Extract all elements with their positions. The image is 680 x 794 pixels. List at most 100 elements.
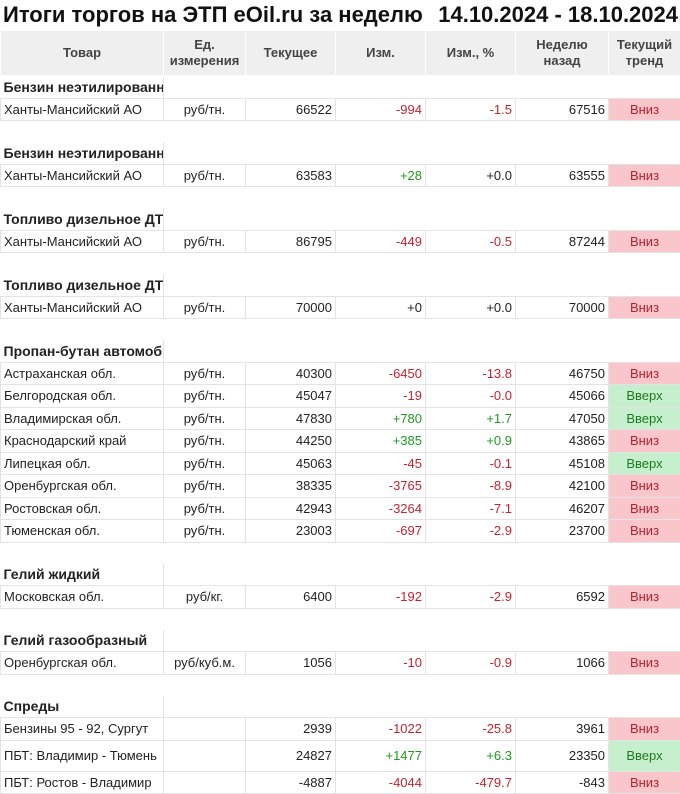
empty-cell (609, 696, 680, 718)
cell-current: -4887 (246, 771, 336, 794)
cell-current: 1056 (246, 652, 336, 675)
cell-change-pct: +1.7 (426, 407, 516, 430)
cell-unit: руб/тн. (164, 430, 246, 453)
spacer-cell (1, 121, 680, 143)
cell-product: Ханты-Мансийский АО (1, 164, 164, 187)
cell-week-ago: 45108 (516, 452, 609, 475)
cell-change: +1477 (336, 740, 426, 771)
cell-week-ago: 23700 (516, 520, 609, 543)
spacer-row (1, 608, 680, 630)
empty-cell (164, 274, 246, 296)
cell-trend: Вниз (609, 652, 680, 675)
report-title: Итоги торгов на ЭТП eOil.ru за неделю (3, 2, 423, 28)
cell-change: +28 (336, 164, 426, 187)
empty-cell (336, 76, 426, 99)
empty-cell (426, 696, 516, 718)
cell-trend: Вниз (609, 362, 680, 385)
section-header: Гелий жидкий (1, 564, 680, 586)
empty-cell (426, 274, 516, 296)
cell-product: ПБТ: Ростов - Владимир (1, 771, 164, 794)
cell-product: Краснодарский край (1, 430, 164, 453)
header-change-pct: Изм., % (426, 31, 516, 76)
cell-change: +0 (336, 296, 426, 319)
empty-cell (164, 340, 246, 362)
cell-product: Московская обл. (1, 586, 164, 609)
cell-product: Астраханская обл. (1, 362, 164, 385)
cell-trend: Вверх (609, 452, 680, 475)
section-title: Гелий газообразный (1, 630, 164, 652)
cell-week-ago: 45066 (516, 385, 609, 408)
cell-current: 6400 (246, 586, 336, 609)
spacer-row (1, 542, 680, 564)
cell-current: 86795 (246, 230, 336, 253)
cell-change-pct: -0.9 (426, 652, 516, 675)
cell-product: ПБТ: Владимир - Тюмень (1, 740, 164, 771)
cell-trend: Вверх (609, 385, 680, 408)
header-current: Текущее (246, 31, 336, 76)
empty-cell (609, 340, 680, 362)
cell-change-pct: -479.7 (426, 771, 516, 794)
cell-current: 66522 (246, 98, 336, 121)
empty-cell (164, 76, 246, 99)
empty-cell (164, 142, 246, 164)
cell-product: Белгородская обл. (1, 385, 164, 408)
empty-cell (516, 208, 609, 230)
empty-cell (246, 630, 336, 652)
cell-week-ago: 43865 (516, 430, 609, 453)
empty-cell (609, 142, 680, 164)
cell-change-pct: +0.9 (426, 430, 516, 453)
cell-change-pct: +0.0 (426, 164, 516, 187)
empty-cell (164, 630, 246, 652)
empty-cell (246, 76, 336, 99)
spacer-row (1, 121, 680, 143)
cell-change: -3264 (336, 497, 426, 520)
cell-week-ago: 47050 (516, 407, 609, 430)
cell-unit: руб/тн. (164, 497, 246, 520)
empty-cell (609, 208, 680, 230)
cell-unit (164, 718, 246, 741)
cell-unit: руб/тн. (164, 230, 246, 253)
cell-trend: Вниз (609, 520, 680, 543)
cell-change-pct: -2.9 (426, 520, 516, 543)
cell-week-ago: 3961 (516, 718, 609, 741)
section-header: Топливо дизельное ДТ-Л-К5 (1, 274, 680, 296)
cell-unit: руб/тн. (164, 452, 246, 475)
cell-product: Ростовская обл. (1, 497, 164, 520)
section-title: Гелий жидкий (1, 564, 164, 586)
empty-cell (426, 76, 516, 99)
cell-unit: руб/тн. (164, 296, 246, 319)
section-title: Бензин неэтилированный АИ-95-К5 (1, 76, 164, 99)
cell-week-ago: 46207 (516, 497, 609, 520)
section-header: Бензин неэтилированный АИ-95-К5 (1, 76, 680, 99)
cell-current: 70000 (246, 296, 336, 319)
empty-cell (609, 274, 680, 296)
cell-change-pct: -8.9 (426, 475, 516, 498)
cell-week-ago: 1066 (516, 652, 609, 675)
cell-trend: Вверх (609, 407, 680, 430)
cell-change-pct: -0.1 (426, 452, 516, 475)
cell-change-pct: -7.1 (426, 497, 516, 520)
section-header: Топливо дизельное ДТ-А-К5 (1, 208, 680, 230)
cell-week-ago: 70000 (516, 296, 609, 319)
cell-current: 45063 (246, 452, 336, 475)
section-header: Гелий газообразный (1, 630, 680, 652)
cell-trend: Вниз (609, 771, 680, 794)
spacer-row (1, 319, 680, 341)
cell-trend: Вниз (609, 430, 680, 453)
empty-cell (164, 696, 246, 718)
cell-change-pct: -1.5 (426, 98, 516, 121)
empty-cell (516, 696, 609, 718)
empty-cell (336, 274, 426, 296)
report-period: 14.10.2024 - 18.10.2024 (438, 2, 678, 28)
empty-cell (426, 564, 516, 586)
empty-cell (246, 208, 336, 230)
cell-current: 2939 (246, 718, 336, 741)
